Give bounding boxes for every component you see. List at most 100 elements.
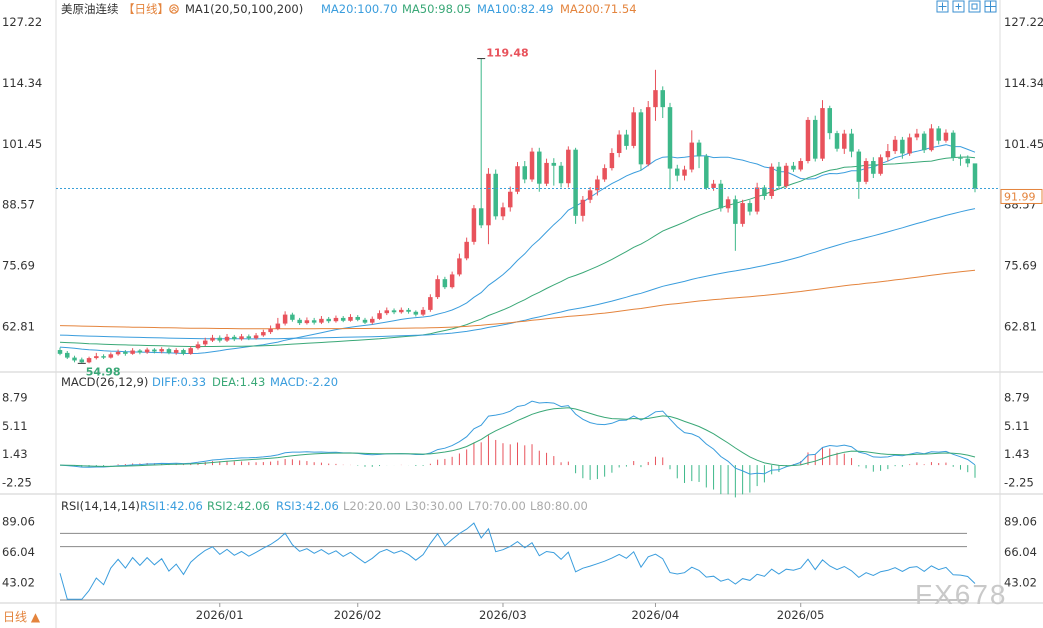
rsi-tick-left: 66.04 — [2, 545, 35, 559]
candle-body — [747, 203, 753, 212]
ma20-line — [59, 144, 976, 354]
period-switch-button[interactable]: 日线 ▲ — [3, 610, 41, 624]
candle-body — [152, 349, 157, 352]
candle-body — [210, 337, 215, 341]
candle-body — [406, 309, 411, 312]
candle-body — [159, 349, 164, 352]
price-tick-left: 62.81 — [2, 319, 35, 333]
candle-body — [420, 309, 426, 315]
grid-icon[interactable] — [984, 0, 997, 13]
candle-body — [130, 350, 135, 354]
macd-tick-left: 1.43 — [2, 447, 28, 461]
rsi-axis: 89.06 89.06 66.04 66.04 43.02 43.02 — [2, 514, 1037, 589]
macd-tick-right: 5.11 — [1004, 419, 1030, 433]
candle-body — [304, 320, 310, 324]
crosshair-icon[interactable] — [936, 0, 949, 13]
candle-body — [566, 149, 571, 184]
candle-body — [449, 274, 455, 288]
rsi-tick-right: 66.04 — [1004, 545, 1037, 559]
macd-dea-value: DEA:1.43 — [212, 375, 265, 389]
macd-label: MACD(26,12,9) — [61, 375, 148, 389]
candle-body — [268, 328, 273, 333]
candle-body — [783, 165, 789, 187]
candle-body — [718, 183, 724, 209]
ma200-value: MA200:71.54 — [560, 2, 637, 16]
candle-body — [435, 279, 440, 298]
candle-body — [900, 139, 905, 154]
candle-body — [776, 166, 782, 187]
symbol-label: 美原油连续 — [61, 2, 119, 16]
high-annotation: 119.48 — [486, 47, 528, 60]
macd-diff-value: DIFF:0.33 — [152, 375, 206, 389]
macd-hist-value: MACD:-2.20 — [270, 375, 338, 389]
candle-body — [471, 208, 477, 242]
candle-body — [340, 317, 346, 321]
candle-body — [871, 161, 876, 174]
candle-body — [377, 313, 382, 319]
candle-body — [544, 162, 549, 184]
candle-body — [624, 134, 629, 146]
candle-body — [275, 323, 281, 329]
candle-body — [638, 112, 644, 165]
price-tick-left: 101.45 — [2, 137, 42, 151]
settings-icon[interactable] — [169, 4, 179, 14]
candle-body — [311, 320, 317, 323]
rsi-l70: L70:70.00 — [468, 499, 526, 513]
candle-body — [950, 132, 956, 158]
ma200-line — [59, 269, 976, 330]
rsi-l80: L80:80.00 — [530, 499, 588, 513]
candle-body — [907, 137, 912, 154]
x-tick-label: 2026/01 — [196, 608, 244, 622]
candle-body — [232, 336, 237, 340]
candle-body — [929, 128, 934, 151]
rsi-label: RSI(14,14,14) — [61, 499, 140, 513]
macd-diff-line — [59, 400, 976, 475]
candle-body — [704, 156, 709, 188]
candle-body — [943, 132, 949, 141]
candle-body — [754, 187, 760, 212]
candle-body — [689, 142, 695, 170]
price-tick-left: 114.34 — [2, 76, 42, 90]
candle-body — [616, 134, 622, 153]
candle-body — [123, 351, 128, 354]
toolbar — [936, 0, 997, 13]
candle-body — [57, 350, 63, 354]
candle-body — [936, 128, 941, 141]
candle-body — [72, 357, 77, 361]
rsi-line — [59, 522, 976, 600]
candle-body — [675, 168, 680, 176]
candle-body — [493, 173, 498, 217]
macd-axis: 8.79 8.79 5.11 5.11 1.43 1.43 -2.25 -2.25 — [2, 390, 1034, 489]
candle-body — [609, 152, 615, 169]
zoom-in-icon[interactable] — [952, 0, 965, 13]
candle-body — [587, 190, 593, 200]
candle-body — [682, 169, 687, 176]
candle-body — [246, 336, 252, 339]
candle-body — [464, 241, 469, 259]
candle-body — [348, 316, 353, 321]
candle-body — [239, 336, 244, 340]
candle-body — [507, 191, 513, 208]
candle-body — [391, 310, 397, 313]
price-axis: 127.22 127.22 114.34 114.34 101.45 101.45 88.5… — [2, 15, 1043, 333]
fullscreen-icon[interactable] — [968, 0, 981, 13]
candle-body — [849, 133, 854, 152]
candle-body — [725, 199, 731, 209]
candle-body — [631, 112, 636, 146]
ma50-value: MA50:98.05 — [402, 2, 471, 16]
macd-tick-right: -2.25 — [1004, 475, 1034, 489]
rsi-tick-left: 89.06 — [2, 514, 35, 528]
macd-tick-left: -2.25 — [2, 475, 32, 489]
candle-body — [892, 139, 898, 152]
price-tick-right: 127.22 — [1004, 15, 1043, 29]
candle-body — [769, 166, 774, 196]
rsi2-value: RSI2:42.06 — [207, 499, 270, 513]
price-tick-left: 127.22 — [2, 15, 42, 29]
candle-body — [740, 203, 745, 224]
candle-body — [653, 90, 658, 108]
candle-body — [282, 314, 288, 324]
period-label: 【日线】 — [123, 2, 169, 16]
ma100-line — [59, 208, 976, 340]
rsi-tick-right: 89.06 — [1004, 514, 1037, 528]
candle-body — [65, 352, 70, 358]
